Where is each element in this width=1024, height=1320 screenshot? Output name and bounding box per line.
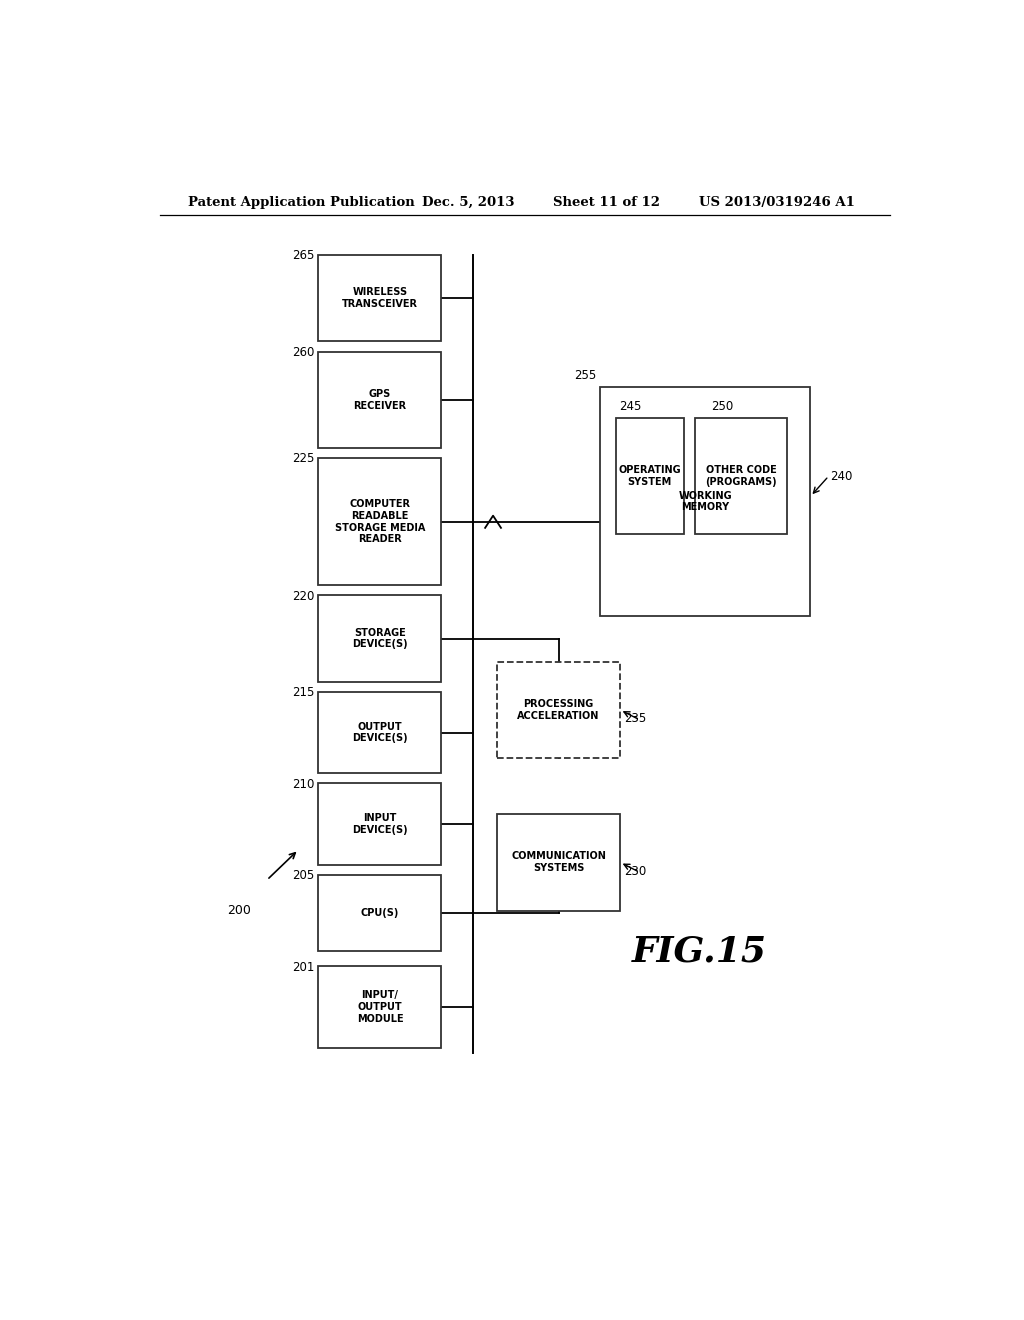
Text: OUTPUT
DEVICE(S): OUTPUT DEVICE(S) xyxy=(352,722,408,743)
Text: 255: 255 xyxy=(574,370,596,381)
Text: COMMUNICATION
SYSTEMS: COMMUNICATION SYSTEMS xyxy=(511,851,606,873)
Text: WORKING
MEMORY: WORKING MEMORY xyxy=(679,491,732,512)
Text: 250: 250 xyxy=(711,400,733,412)
Bar xyxy=(497,661,621,758)
Bar xyxy=(695,417,786,535)
Text: FIG.15: FIG.15 xyxy=(632,935,767,968)
Bar xyxy=(318,458,441,585)
Text: PROCESSING
ACCELERATION: PROCESSING ACCELERATION xyxy=(517,700,600,721)
Text: CPU(S): CPU(S) xyxy=(360,908,399,919)
Text: 205: 205 xyxy=(292,869,314,882)
Bar xyxy=(318,255,441,342)
Bar xyxy=(318,692,441,774)
Text: 240: 240 xyxy=(830,470,853,483)
Bar xyxy=(318,784,441,865)
Text: 235: 235 xyxy=(624,711,646,725)
Text: 210: 210 xyxy=(292,777,314,791)
Text: OTHER CODE
(PROGRAMS): OTHER CODE (PROGRAMS) xyxy=(706,465,777,487)
Text: 225: 225 xyxy=(292,453,314,466)
Text: OPERATING
SYSTEM: OPERATING SYSTEM xyxy=(618,465,681,487)
Text: 201: 201 xyxy=(292,961,314,974)
Text: 200: 200 xyxy=(227,904,251,917)
Bar xyxy=(318,966,441,1048)
Bar xyxy=(616,417,684,535)
Bar xyxy=(318,351,441,447)
Text: Dec. 5, 2013: Dec. 5, 2013 xyxy=(422,195,514,209)
Text: 220: 220 xyxy=(292,590,314,602)
Text: Sheet 11 of 12: Sheet 11 of 12 xyxy=(553,195,659,209)
Text: 260: 260 xyxy=(292,346,314,359)
Text: 215: 215 xyxy=(292,686,314,700)
Text: INPUT/
OUTPUT
MODULE: INPUT/ OUTPUT MODULE xyxy=(356,990,403,1024)
Text: 245: 245 xyxy=(620,400,642,412)
Bar xyxy=(600,387,811,615)
Text: INPUT
DEVICE(S): INPUT DEVICE(S) xyxy=(352,813,408,836)
Text: 230: 230 xyxy=(624,865,646,878)
Bar xyxy=(318,595,441,682)
Text: WIRELESS
TRANSCEIVER: WIRELESS TRANSCEIVER xyxy=(342,288,418,309)
Bar xyxy=(318,875,441,952)
Text: STORAGE
DEVICE(S): STORAGE DEVICE(S) xyxy=(352,628,408,649)
Text: US 2013/0319246 A1: US 2013/0319246 A1 xyxy=(699,195,855,209)
Bar xyxy=(497,814,621,911)
Text: 265: 265 xyxy=(292,249,314,263)
Text: Patent Application Publication: Patent Application Publication xyxy=(187,195,415,209)
Text: GPS
RECEIVER: GPS RECEIVER xyxy=(353,389,407,411)
Text: COMPUTER
READABLE
STORAGE MEDIA
READER: COMPUTER READABLE STORAGE MEDIA READER xyxy=(335,499,425,544)
